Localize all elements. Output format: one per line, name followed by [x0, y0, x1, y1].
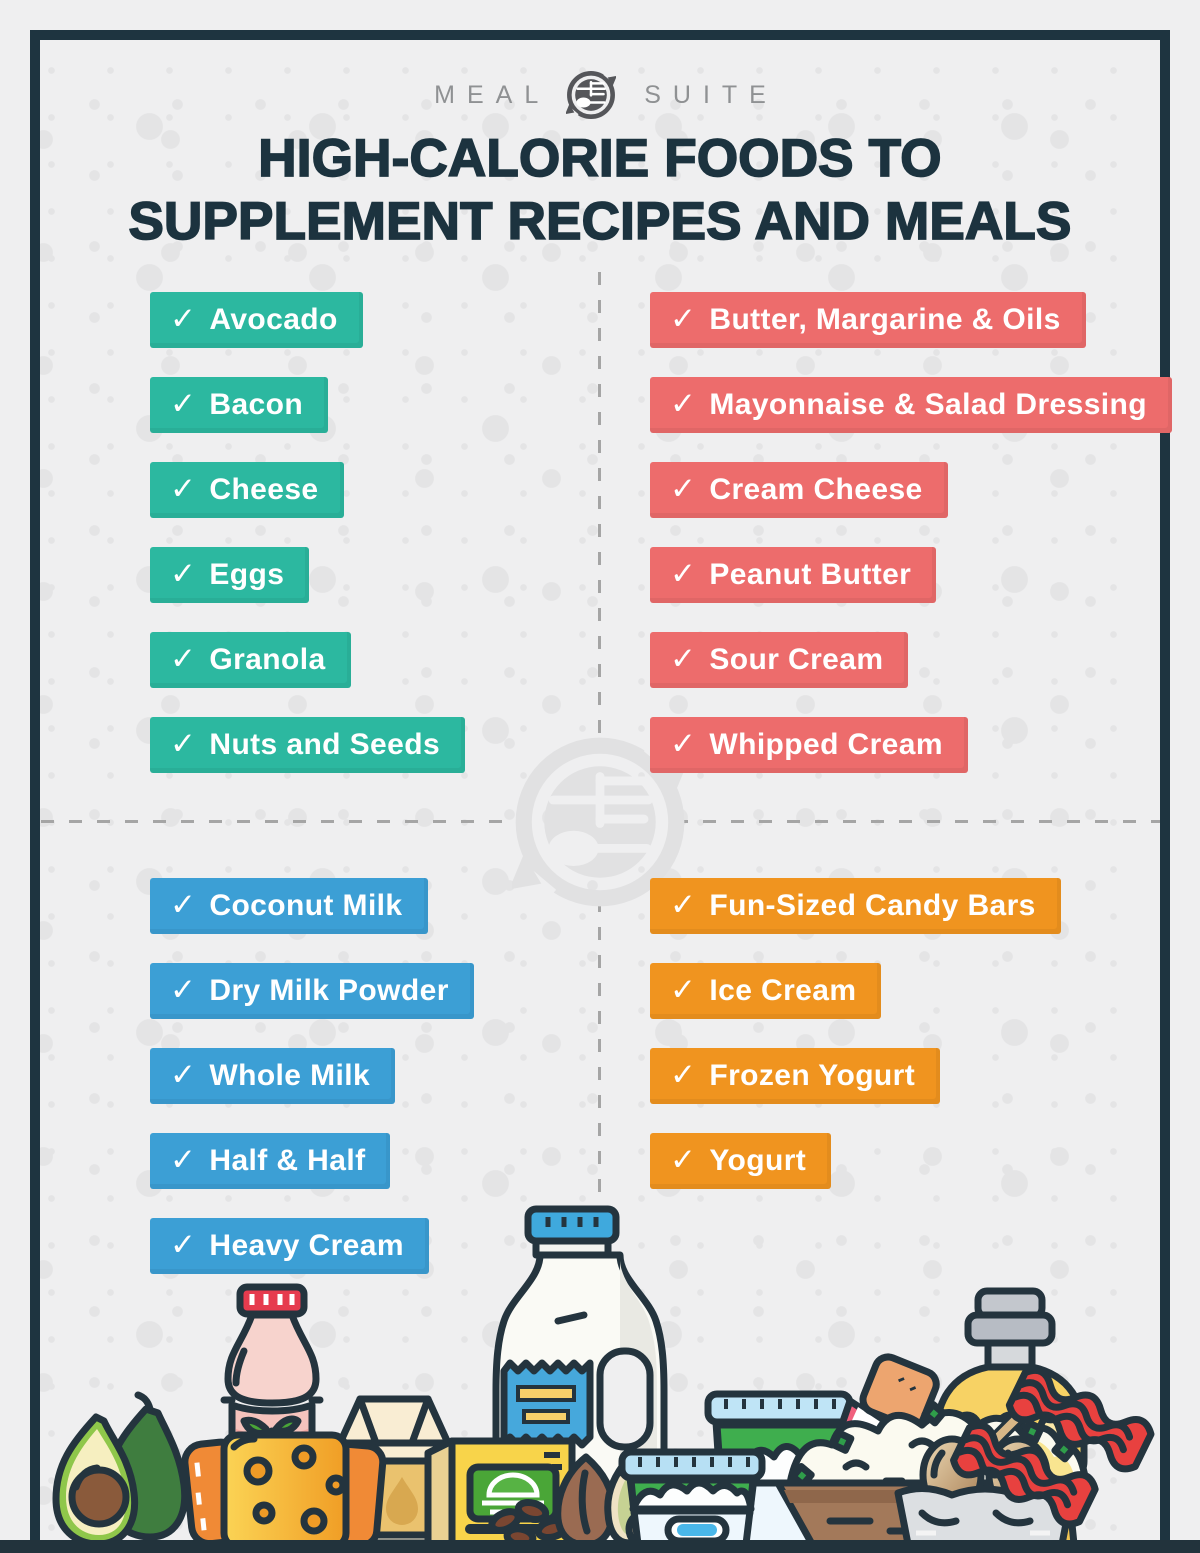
title-line-1: HIGH-CALORIE FOODS TO [257, 128, 942, 189]
list-item: ✓ Heavy Cream [150, 1218, 429, 1274]
list-item: ✓ Fun-Sized Candy Bars [650, 878, 1061, 934]
list-item: ✓ Cream Cheese [650, 462, 948, 518]
food-group-top-left: ✓ Avocado ✓ Bacon ✓ Cheese ✓ Eggs ✓ Gran… [150, 292, 466, 773]
food-group-bottom-right: ✓ Fun-Sized Candy Bars ✓ Ice Cream ✓ Fro… [650, 878, 1061, 1189]
title-line-2: SUPPLEMENT RECIPES AND MEALS [128, 191, 1073, 252]
list-item-label: Peanut Butter [709, 558, 912, 591]
list-item-label: Mayonnaise & Salad Dressing [709, 388, 1147, 421]
divider-vertical-bottom [598, 899, 601, 1227]
list-item: ✓ Coconut Milk [150, 878, 428, 934]
list-item-label: Cream Cheese [709, 473, 923, 506]
checkmark-icon: ✓ [170, 726, 197, 761]
checkmark-icon: ✓ [170, 301, 197, 336]
list-item-label: Heavy Cream [209, 1229, 404, 1262]
list-item: ✓ Nuts and Seeds [150, 717, 466, 773]
list-item-label: Half & Half [209, 1144, 366, 1177]
divider-vertical-top [598, 272, 601, 745]
list-item-label: Cheese [209, 473, 319, 506]
list-item-label: Granola [209, 643, 326, 676]
checkmark-icon: ✓ [170, 386, 197, 421]
list-item-label: Frozen Yogurt [709, 1059, 916, 1092]
checkmark-icon: ✓ [170, 1057, 197, 1092]
food-group-top-right: ✓ Butter, Margarine & Oils ✓ Mayonnaise … [650, 292, 1172, 773]
checkmark-icon: ✓ [170, 1142, 197, 1177]
list-item: ✓ Granola [150, 632, 351, 688]
list-item-label: Ice Cream [709, 974, 857, 1007]
food-group-bottom-left: ✓ Coconut Milk ✓ Dry Milk Powder ✓ Whole… [150, 878, 474, 1274]
list-item: ✓ Bacon [150, 377, 329, 433]
list-item: ✓ Yogurt [650, 1133, 832, 1189]
list-item-label: Eggs [209, 558, 285, 591]
list-item: ✓ Cheese [150, 462, 344, 518]
checkmark-icon: ✓ [670, 641, 697, 676]
list-item: ✓ Sour Cream [650, 632, 909, 688]
divider-horizontal-left [41, 820, 525, 823]
checkmark-icon: ✓ [670, 386, 697, 421]
list-item-label: Butter, Margarine & Oils [709, 303, 1061, 336]
checkmark-icon: ✓ [670, 301, 697, 336]
list-item: ✓ Whipped Cream [650, 717, 968, 773]
checkmark-icon: ✓ [670, 1142, 697, 1177]
list-item-label: Coconut Milk [209, 889, 403, 922]
list-item: ✓ Frozen Yogurt [650, 1048, 941, 1104]
list-item-label: Yogurt [709, 1144, 807, 1177]
list-item: ✓ Dry Milk Powder [150, 963, 474, 1019]
list-item: ✓ Mayonnaise & Salad Dressing [650, 377, 1172, 433]
fork-spoon-logo-icon [566, 70, 617, 120]
checkmark-icon: ✓ [670, 887, 697, 922]
list-item-label: Sour Cream [709, 643, 884, 676]
list-item: ✓ Peanut Butter [650, 547, 937, 603]
checkmark-icon: ✓ [170, 1227, 197, 1262]
logo-word-suite: SUITE [644, 80, 778, 109]
checkmark-icon: ✓ [670, 972, 697, 1007]
divider-horizontal-right [675, 820, 1160, 823]
list-item: ✓ Ice Cream [650, 963, 882, 1019]
checkmark-icon: ✓ [670, 556, 697, 591]
checkmark-icon: ✓ [170, 471, 197, 506]
page-title: HIGH-CALORIE FOODS TO SUPPLEMENT RECIPES… [0, 128, 1200, 253]
checkmark-icon: ✓ [170, 641, 197, 676]
list-item-label: Bacon [209, 388, 304, 421]
list-item: ✓ Eggs [150, 547, 310, 603]
list-item-label: Nuts and Seeds [209, 728, 441, 761]
checkmark-icon: ✓ [670, 1057, 697, 1092]
mealsuite-logo: MEAL SUITE [0, 70, 1200, 120]
list-item-label: Avocado [209, 303, 338, 336]
checkmark-icon: ✓ [670, 726, 697, 761]
checkmark-icon: ✓ [170, 556, 197, 591]
checkmark-icon: ✓ [670, 471, 697, 506]
checkmark-icon: ✓ [170, 972, 197, 1007]
list-item: ✓ Avocado [150, 292, 363, 348]
list-item: ✓ Butter, Margarine & Oils [650, 292, 1086, 348]
checkmark-icon: ✓ [170, 887, 197, 922]
list-item-label: Whipped Cream [709, 728, 943, 761]
list-item: ✓ Whole Milk [150, 1048, 396, 1104]
list-item: ✓ Half & Half [150, 1133, 391, 1189]
list-item-label: Fun-Sized Candy Bars [709, 889, 1036, 922]
list-item-label: Dry Milk Powder [209, 974, 449, 1007]
list-item-label: Whole Milk [209, 1059, 371, 1092]
logo-word-meal: MEAL [434, 80, 551, 109]
